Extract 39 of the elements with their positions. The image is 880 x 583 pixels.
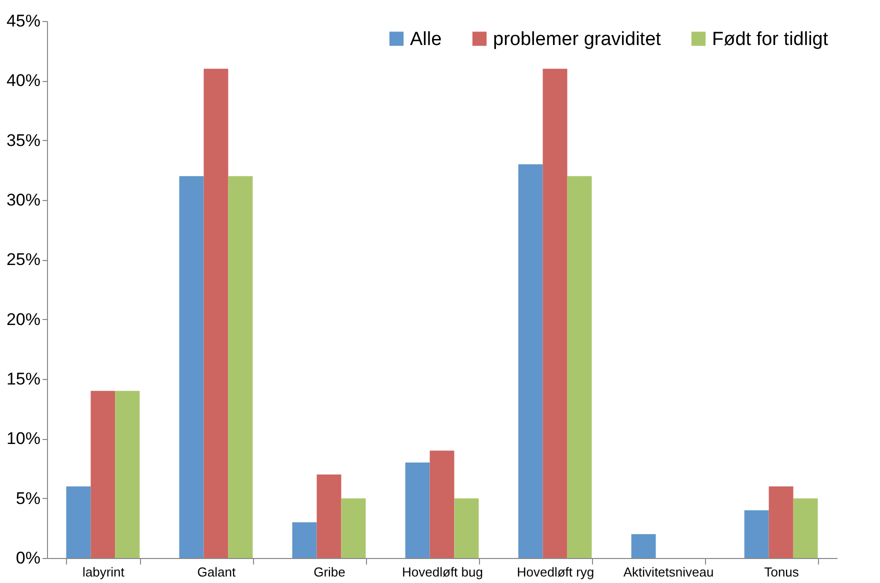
bar: [454, 498, 479, 558]
bar: [179, 176, 204, 558]
y-tick-label: 35%: [6, 130, 40, 150]
bar: [341, 498, 366, 558]
bar: [518, 164, 543, 558]
y-tick-label: 25%: [6, 250, 40, 270]
bar: [228, 176, 253, 558]
bar: [405, 462, 430, 558]
x-tick-label: Hovedløft ryg: [516, 564, 594, 580]
y-tick-label: 30%: [6, 190, 40, 210]
legend-label: Født for tidligt: [712, 28, 829, 50]
bar: [292, 522, 317, 558]
bar: [430, 450, 454, 558]
y-tick-label: 20%: [6, 310, 40, 329]
x-tick-label: Aktivitetsniveau: [623, 564, 714, 580]
legend-label: problemer graviditet: [493, 28, 662, 50]
y-tick-label: 45%: [6, 12, 40, 30]
bar: [631, 534, 656, 558]
bar: [744, 510, 769, 558]
y-tick-label: 5%: [16, 488, 40, 508]
x-tick-label: Galant: [197, 564, 236, 580]
bar: [567, 176, 592, 558]
y-tick-label: 40%: [6, 71, 40, 90]
bar: [204, 68, 228, 558]
bar: [90, 390, 116, 558]
bar: [793, 498, 818, 558]
bar: [768, 486, 794, 558]
bar: [542, 68, 568, 558]
x-tick-label: Gribe: [314, 564, 346, 580]
bar: [316, 474, 342, 558]
x-tick-label: Tonus: [764, 564, 800, 580]
y-tick-label: 10%: [6, 429, 40, 448]
bar: [66, 486, 91, 558]
y-tick-label: 15%: [6, 370, 40, 388]
bar: [115, 390, 140, 558]
legend-label: Alle: [410, 28, 442, 50]
x-tick-label: labyrint: [82, 564, 125, 580]
y-tick-label: 0%: [16, 548, 40, 568]
x-tick-label: Hovedløft bug: [402, 564, 483, 580]
